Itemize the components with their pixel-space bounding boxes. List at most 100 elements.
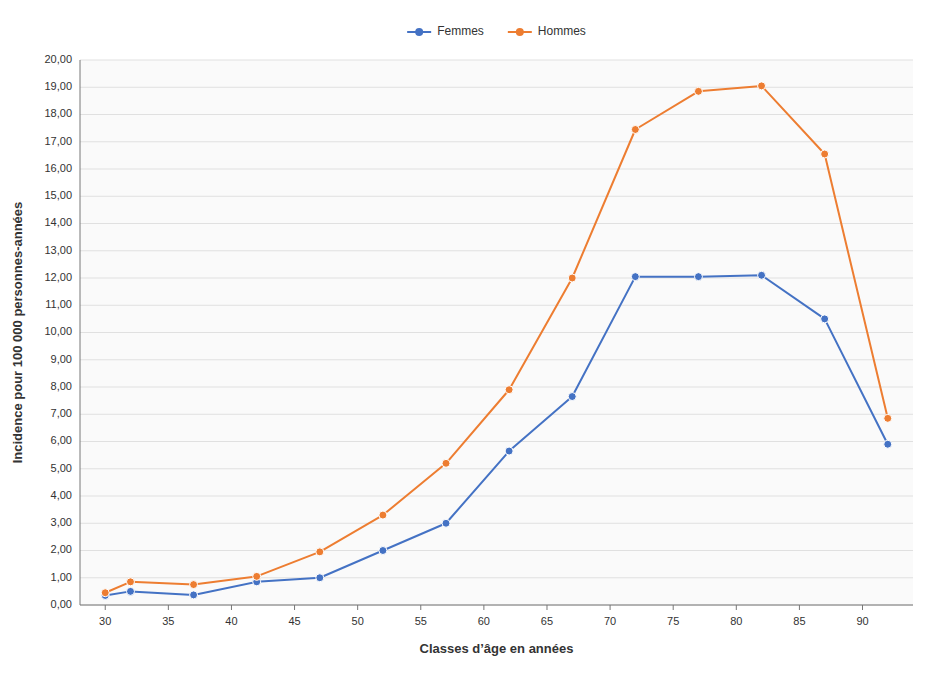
legend-label: Femmes	[437, 24, 484, 38]
data-point	[884, 440, 892, 448]
data-point	[316, 574, 324, 582]
tick-label: 5,00	[51, 462, 72, 474]
tick-label: 10,00	[44, 325, 72, 337]
legend-item: Hommes	[508, 24, 586, 38]
tick-label: 8,00	[51, 380, 72, 392]
tick-label: 20,00	[44, 53, 72, 65]
tick-label: 11,00	[45, 298, 72, 310]
tick-label: 70	[604, 615, 616, 627]
series-line	[105, 86, 888, 593]
plot-area	[80, 60, 913, 605]
grid-line	[80, 250, 913, 251]
tick-label: 3,00	[51, 516, 72, 528]
data-point	[631, 273, 639, 281]
tick-mark	[294, 605, 295, 610]
legend-marker	[516, 28, 524, 36]
tick-label: 14,00	[44, 216, 72, 228]
data-point	[126, 587, 134, 595]
chart: 0,001,002,003,004,005,006,007,008,009,00…	[0, 0, 943, 675]
grid-line	[80, 169, 913, 170]
data-point	[190, 581, 198, 589]
tick-label: 4,00	[51, 489, 72, 501]
grid-line	[80, 278, 913, 279]
tick-label: 15,00	[44, 189, 72, 201]
legend-marker	[415, 28, 423, 36]
tick-mark	[736, 605, 737, 610]
data-point	[758, 82, 766, 90]
tick-label: 16,00	[44, 162, 72, 174]
data-point	[316, 548, 324, 556]
series-line	[105, 275, 888, 595]
grid-line	[80, 441, 913, 442]
data-point	[505, 447, 513, 455]
grid-line	[80, 223, 913, 224]
series	[101, 271, 892, 599]
tick-mark	[799, 605, 800, 610]
tick-label: 55	[415, 615, 427, 627]
data-point	[101, 589, 109, 597]
data-point	[758, 271, 766, 279]
tick-label: 65	[541, 615, 553, 627]
grid-line	[80, 87, 913, 88]
plot-marks	[101, 82, 892, 600]
data-point	[379, 547, 387, 555]
grid-line	[80, 468, 913, 469]
grid-line	[80, 305, 913, 306]
tick-mark	[357, 605, 358, 610]
tick-label: 60	[478, 615, 490, 627]
tick-label: 9,00	[51, 353, 72, 365]
tick-mark	[420, 605, 421, 610]
data-point	[694, 87, 702, 95]
data-point	[505, 386, 513, 394]
tick-label: 80	[730, 615, 742, 627]
tick-label: 6,00	[51, 434, 72, 446]
tick-label: 18,00	[44, 107, 72, 119]
tick-mark	[673, 605, 674, 610]
series	[101, 82, 892, 597]
data-point	[442, 459, 450, 467]
tick-label: 35	[162, 615, 174, 627]
y-axis-line	[80, 60, 81, 605]
tick-mark	[231, 605, 232, 610]
grid-line	[80, 414, 913, 415]
data-point	[190, 591, 198, 599]
tick-mark	[610, 605, 611, 610]
data-point	[568, 274, 576, 282]
grid-line	[80, 359, 913, 360]
grid-line	[80, 141, 913, 142]
tick-label: 19,00	[44, 80, 72, 92]
grid-line	[80, 605, 913, 606]
x-axis: 30354045505560657075808590	[99, 605, 869, 627]
tick-mark	[168, 605, 169, 610]
grid-line	[80, 523, 913, 524]
grid-line	[80, 60, 913, 61]
tick-mark	[862, 605, 863, 610]
tick-label: 30	[99, 615, 111, 627]
tick-label: 2,00	[51, 543, 72, 555]
tick-mark	[483, 605, 484, 610]
grid-line	[80, 196, 913, 197]
data-point	[631, 125, 639, 133]
data-point	[821, 315, 829, 323]
tick-label: 85	[793, 615, 805, 627]
grid-line	[80, 550, 913, 551]
tick-label: 90	[856, 615, 868, 627]
tick-label: 40	[225, 615, 237, 627]
grid-line	[80, 387, 913, 388]
grid-line	[80, 332, 913, 333]
grid-line	[80, 496, 913, 497]
tick-label: 0,00	[51, 598, 72, 610]
tick-label: 75	[667, 615, 679, 627]
tick-mark	[546, 605, 547, 610]
data-point	[568, 393, 576, 401]
tick-mark	[105, 605, 106, 610]
tick-label: 13,00	[44, 244, 72, 256]
data-point	[442, 519, 450, 527]
legend: Femmes Hommes	[407, 24, 586, 38]
legend-item: Femmes	[407, 24, 484, 38]
tick-label: 45	[288, 615, 300, 627]
data-point	[884, 414, 892, 422]
data-point	[253, 572, 261, 580]
x-axis-label: Classes d’âge en années	[420, 641, 574, 656]
y-axis: 0,001,002,003,004,005,006,007,008,009,00…	[44, 53, 913, 610]
